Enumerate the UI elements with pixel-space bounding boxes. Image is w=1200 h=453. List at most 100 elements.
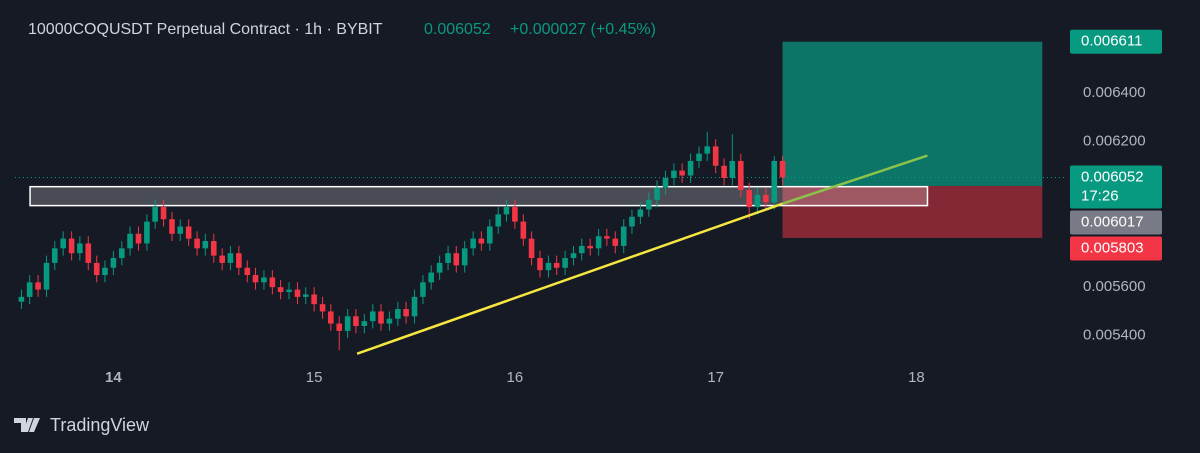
candle-body (403, 309, 409, 317)
candle-body (386, 318, 393, 324)
candle-body (152, 207, 158, 222)
candle-body (77, 243, 83, 254)
candle-body (294, 289, 301, 297)
candle-body (671, 170, 677, 178)
candle-body (344, 316, 351, 331)
candle-body (428, 272, 434, 283)
candle-body (646, 199, 652, 210)
candle-body (328, 311, 334, 324)
candle-body (470, 238, 476, 249)
candle-body (135, 233, 142, 244)
candle-body (269, 277, 276, 288)
candle-body (244, 267, 251, 276)
candle-body (302, 294, 309, 297)
candle-body (620, 226, 627, 246)
candle-body (604, 236, 610, 239)
brand-logo (14, 418, 40, 432)
price-tag-label: 0.006017 (1081, 213, 1144, 230)
candle-body (595, 236, 602, 249)
target-zone (782, 41, 1043, 186)
candle-body (545, 262, 552, 271)
candle-body (18, 296, 25, 302)
candle-body (43, 262, 50, 290)
last-price: 0.006052 (424, 21, 491, 38)
candle-body (336, 323, 343, 331)
price-tag (1070, 29, 1162, 54)
candle-body (704, 146, 711, 154)
candle-body (495, 214, 502, 227)
candle-body (119, 248, 125, 259)
candle-body (512, 207, 518, 222)
candle-body (378, 311, 384, 324)
candle-body (202, 241, 209, 249)
candle-body (570, 253, 577, 259)
candle-body (746, 190, 752, 208)
candle-body (210, 241, 217, 256)
plot-area (15, 41, 1065, 355)
candle-body (35, 282, 41, 290)
candle-body (361, 321, 368, 327)
price-tag (1070, 236, 1162, 261)
candle-body (528, 238, 535, 259)
series-layer (15, 41, 1065, 355)
candle-body (177, 226, 184, 234)
candle-body (712, 146, 719, 166)
candle-body (771, 160, 778, 203)
symbol-title: 10000COQUSDT Perpetual Contract · 1h · B… (28, 21, 383, 38)
candle-body (102, 267, 108, 276)
candle-body (219, 255, 225, 263)
candle-body (537, 258, 543, 271)
candle-body (420, 282, 426, 297)
candle-body (353, 316, 359, 327)
candle-body (236, 253, 242, 268)
candle-body (779, 160, 786, 178)
y-tick-label: 0.006400 (1083, 84, 1146, 101)
price-change: +0.000027 (+0.45%) (510, 21, 656, 38)
candle-body (729, 160, 736, 178)
candle-body (60, 238, 66, 249)
candle-body (369, 311, 376, 322)
candle-body (520, 221, 527, 239)
y-tick-label: 0.005600 (1083, 278, 1146, 295)
candle-body (637, 209, 644, 217)
candle-body (662, 177, 669, 188)
candle-body (227, 253, 234, 263)
candle-body (169, 219, 175, 234)
candle-body (737, 160, 744, 191)
candle-body (721, 165, 727, 178)
candle-body (453, 253, 460, 266)
candle-body (461, 248, 468, 266)
candle-body (587, 245, 593, 249)
candle-body (93, 262, 100, 276)
candle-body (127, 233, 133, 249)
candle-body (85, 243, 92, 263)
x-tick-label: 18 (908, 369, 925, 386)
price-tag (1070, 165, 1162, 209)
candle-body (68, 238, 75, 254)
price-tag-label: 0.006052 (1081, 168, 1144, 185)
x-tick-label: 15 (306, 369, 323, 386)
candle-body (185, 226, 192, 239)
x-tick-label: 17 (707, 369, 724, 386)
candle-body (696, 153, 702, 161)
trendline (782, 154, 928, 205)
y-tick-label: 0.005400 (1083, 327, 1146, 344)
candle-body (319, 304, 326, 312)
candle-body (487, 226, 493, 244)
candle-body (445, 253, 451, 263)
brand-name: TradingView (50, 415, 150, 435)
candle-body (110, 258, 117, 268)
candle-body (503, 207, 510, 215)
price-tag (1070, 210, 1162, 235)
price-tag-label: 0.006611 (1081, 33, 1142, 50)
candle-body (194, 238, 200, 249)
candle-body (763, 194, 769, 203)
candle-body (395, 309, 401, 319)
candle-body (261, 277, 267, 283)
candle-body (687, 160, 694, 176)
price-countdown: 17:26 (1081, 187, 1119, 204)
candle-body (26, 282, 33, 297)
candle-body (160, 207, 167, 220)
candle-body (311, 294, 317, 305)
candle-body (144, 221, 150, 244)
